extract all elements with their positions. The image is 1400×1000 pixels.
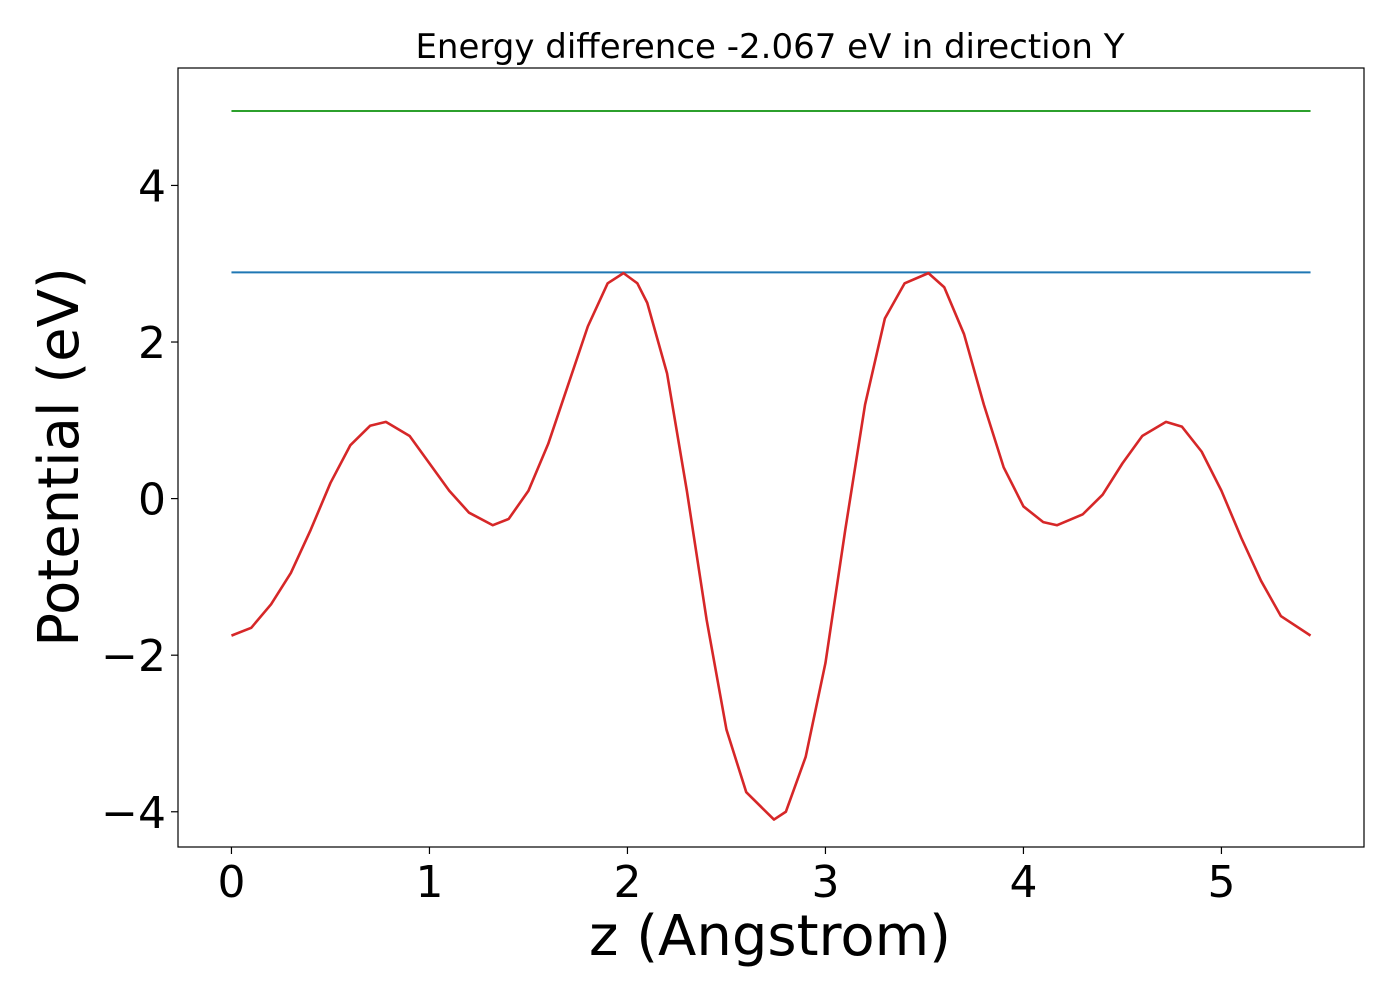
- series-layer: [230, 110, 1312, 821]
- x-tick-label: 2: [613, 857, 641, 908]
- y-tick-label: 2: [138, 318, 166, 369]
- x-axis: 0 1 2 3 4 5: [217, 847, 1235, 908]
- x-axis-label: z (Angstrom): [589, 904, 951, 969]
- x-tick-label: 0: [217, 857, 245, 908]
- series-line-3: [230, 271, 1312, 821]
- x-tick-label: 1: [415, 857, 443, 908]
- chart-title: Energy difference -2.067 eV in direction…: [415, 27, 1124, 67]
- y-tick-label: 4: [138, 161, 166, 212]
- y-axis: −4 −2 0 2 4: [101, 161, 178, 839]
- x-tick-label: 5: [1207, 857, 1235, 908]
- y-tick-label: −2: [101, 631, 166, 682]
- plot-area-frame: [177, 67, 1365, 848]
- x-tick-label: 3: [811, 857, 839, 908]
- y-tick-label: 0: [138, 475, 166, 526]
- x-tick-label: 4: [1009, 857, 1037, 908]
- y-axis-label: Potential (eV): [27, 267, 92, 647]
- y-tick-label: −4: [101, 788, 166, 839]
